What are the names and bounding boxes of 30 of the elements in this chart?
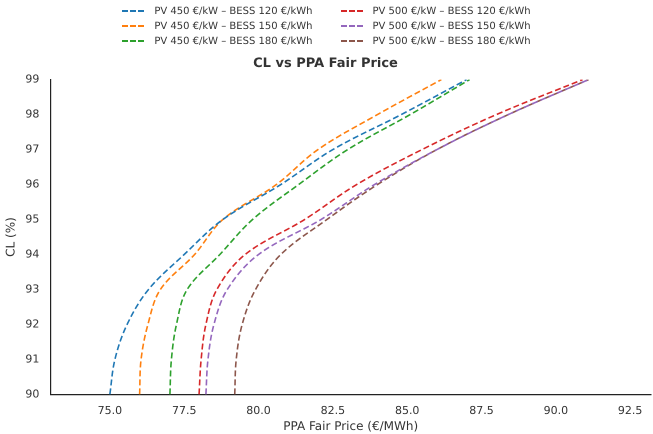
- y-axis-title: CL (%): [3, 217, 18, 257]
- legend-label: PV 500 €/kW – BESS 120 €/kWh: [372, 6, 531, 16]
- x-tick-label: 80.0: [246, 404, 271, 417]
- y-tick-label: 93: [25, 282, 40, 296]
- legend-label: PV 450 €/kW – BESS 180 €/kWh: [154, 36, 312, 46]
- y-tick-label: 94: [25, 247, 40, 260]
- line-series: [169, 80, 470, 394]
- y-tick-label: 90: [25, 387, 40, 400]
- line-series: [138, 80, 442, 394]
- legend-label: PV 450 €/kW – BESS 150 €/kWh: [154, 20, 312, 32]
- y-tick-label: 91: [25, 352, 40, 366]
- y-tick-label: 98: [25, 107, 40, 120]
- y-tick-label: 99: [25, 72, 40, 86]
- chart-title: CL vs PPA Fair Price: [253, 56, 398, 72]
- x-tick-label: 75.0: [98, 404, 122, 417]
- x-tick-label: 82.5: [320, 404, 346, 417]
- x-tick-label: 92.5: [618, 404, 642, 417]
- line-series: [109, 80, 468, 394]
- x-axis-title: PPA Fair Price (€/MWh): [283, 418, 418, 433]
- legend-label: PV 450 €/kW – BESS 120 €/kWh: [154, 6, 312, 16]
- y-tick-label: 97: [25, 142, 40, 156]
- x-tick-label: 77.5: [172, 404, 196, 417]
- legend-label: PV 500 €/kW – BESS 180 €/kWh: [372, 36, 531, 46]
- y-tick-label: 95: [25, 212, 40, 226]
- legend-label: PV 500 €/kW – BESS 150 €/kWh: [372, 20, 531, 32]
- y-tick-label: 96: [25, 177, 40, 190]
- x-tick-label: 85.0: [394, 404, 420, 417]
- y-tick-label: 92: [25, 317, 40, 330]
- x-tick-label: 90.0: [544, 404, 568, 417]
- x-tick-label: 87.5: [469, 404, 494, 417]
